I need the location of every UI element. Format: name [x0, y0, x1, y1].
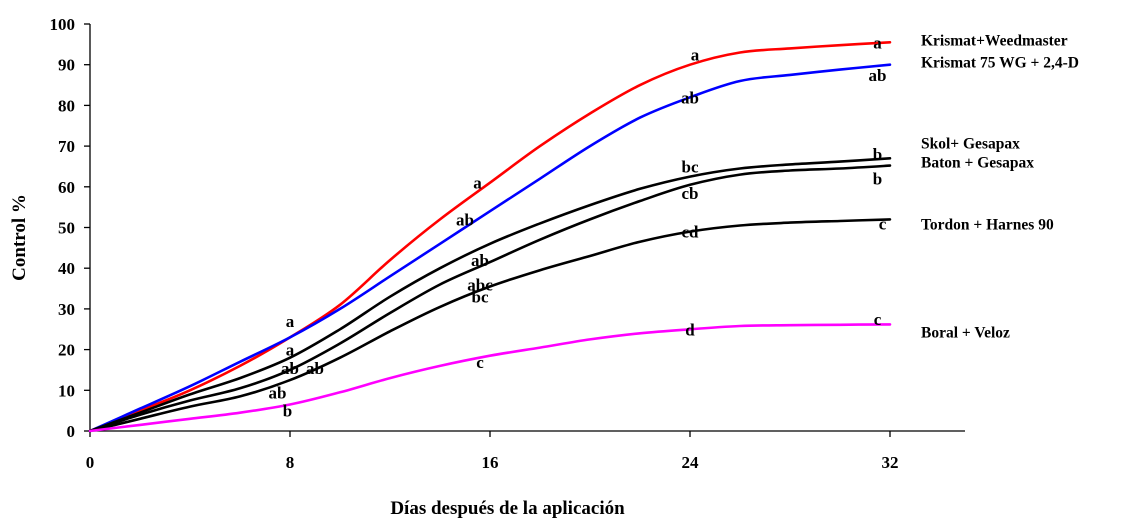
significance-letter: a	[286, 341, 295, 360]
significance-letter: ab	[869, 66, 887, 85]
significance-letter: a	[691, 46, 700, 65]
series-names: Krismat+Weedmaster Krismat 75 WG + 2,4-D S…	[921, 32, 1079, 341]
series-lines	[88, 41, 892, 433]
significance-letter: ab	[306, 359, 324, 378]
significance-letter: ab	[281, 359, 299, 378]
series-name-label: Skol+ Gesapax	[921, 135, 1020, 152]
y-tick-label: 90	[58, 56, 75, 75]
y-tick-label: 70	[58, 137, 75, 156]
significance-letter: c	[879, 214, 887, 233]
significance-letter: d	[685, 320, 695, 339]
significance-letter: b	[873, 170, 882, 189]
significance-letter: abc	[467, 275, 493, 294]
y-tick-label: 30	[58, 300, 75, 319]
series-name-label: Boral + Veloz	[921, 324, 1010, 341]
significance-letter: ab	[269, 383, 287, 402]
significance-letter: c	[874, 310, 882, 329]
significance-letter: a	[873, 33, 882, 52]
x-tick-label: 8	[286, 453, 295, 472]
x-tick-label: 32	[882, 453, 899, 472]
y-tick-label: 40	[58, 259, 75, 278]
y-tick-label: 60	[58, 178, 75, 197]
significance-letter: cd	[682, 223, 700, 242]
significance-letter: b	[283, 402, 292, 421]
series-name-label: Krismat+Weedmaster	[921, 32, 1068, 49]
significance-letter: a	[286, 312, 295, 331]
x-tick-label: 16	[482, 453, 499, 472]
series-line	[88, 323, 892, 433]
ticks: 0 10 20 30 40 50 60 70 80 90 100 0 8 16 24 32	[50, 15, 899, 472]
series-name-label: Tordon + Harnes 90	[921, 216, 1054, 233]
x-tick-label: 0	[86, 453, 95, 472]
y-tick-label: 20	[58, 341, 75, 360]
significance-letter: bc	[472, 288, 489, 307]
y-tick-label: 50	[58, 219, 75, 238]
x-axis-title: Días después de la aplicación	[390, 498, 625, 519]
significance-letter: a	[473, 174, 482, 193]
significance-letter: ab	[681, 88, 699, 107]
series-line	[88, 63, 892, 433]
series-name-label: Baton + Gesapax	[921, 155, 1034, 172]
series-line	[88, 218, 892, 433]
y-tick-label: 10	[58, 381, 75, 400]
y-tick-label: 100	[50, 15, 76, 34]
significance-letter: c	[476, 353, 484, 372]
significance-letter: ab	[471, 251, 489, 270]
series-line	[88, 41, 892, 433]
series-name-label: Krismat 75 WG + 2,4-D	[921, 55, 1079, 72]
series-line	[88, 157, 892, 433]
series-line	[88, 164, 892, 433]
significance-letter: bc	[682, 157, 699, 176]
y-tick-label: 0	[67, 422, 76, 441]
y-tick-label: 80	[58, 96, 75, 115]
x-tick-label: 24	[682, 453, 700, 472]
significance-letter: b	[873, 145, 882, 164]
significance-letter: cb	[682, 184, 699, 203]
y-axis-title: Control %	[9, 194, 30, 281]
significance-letter: ab	[456, 210, 474, 229]
